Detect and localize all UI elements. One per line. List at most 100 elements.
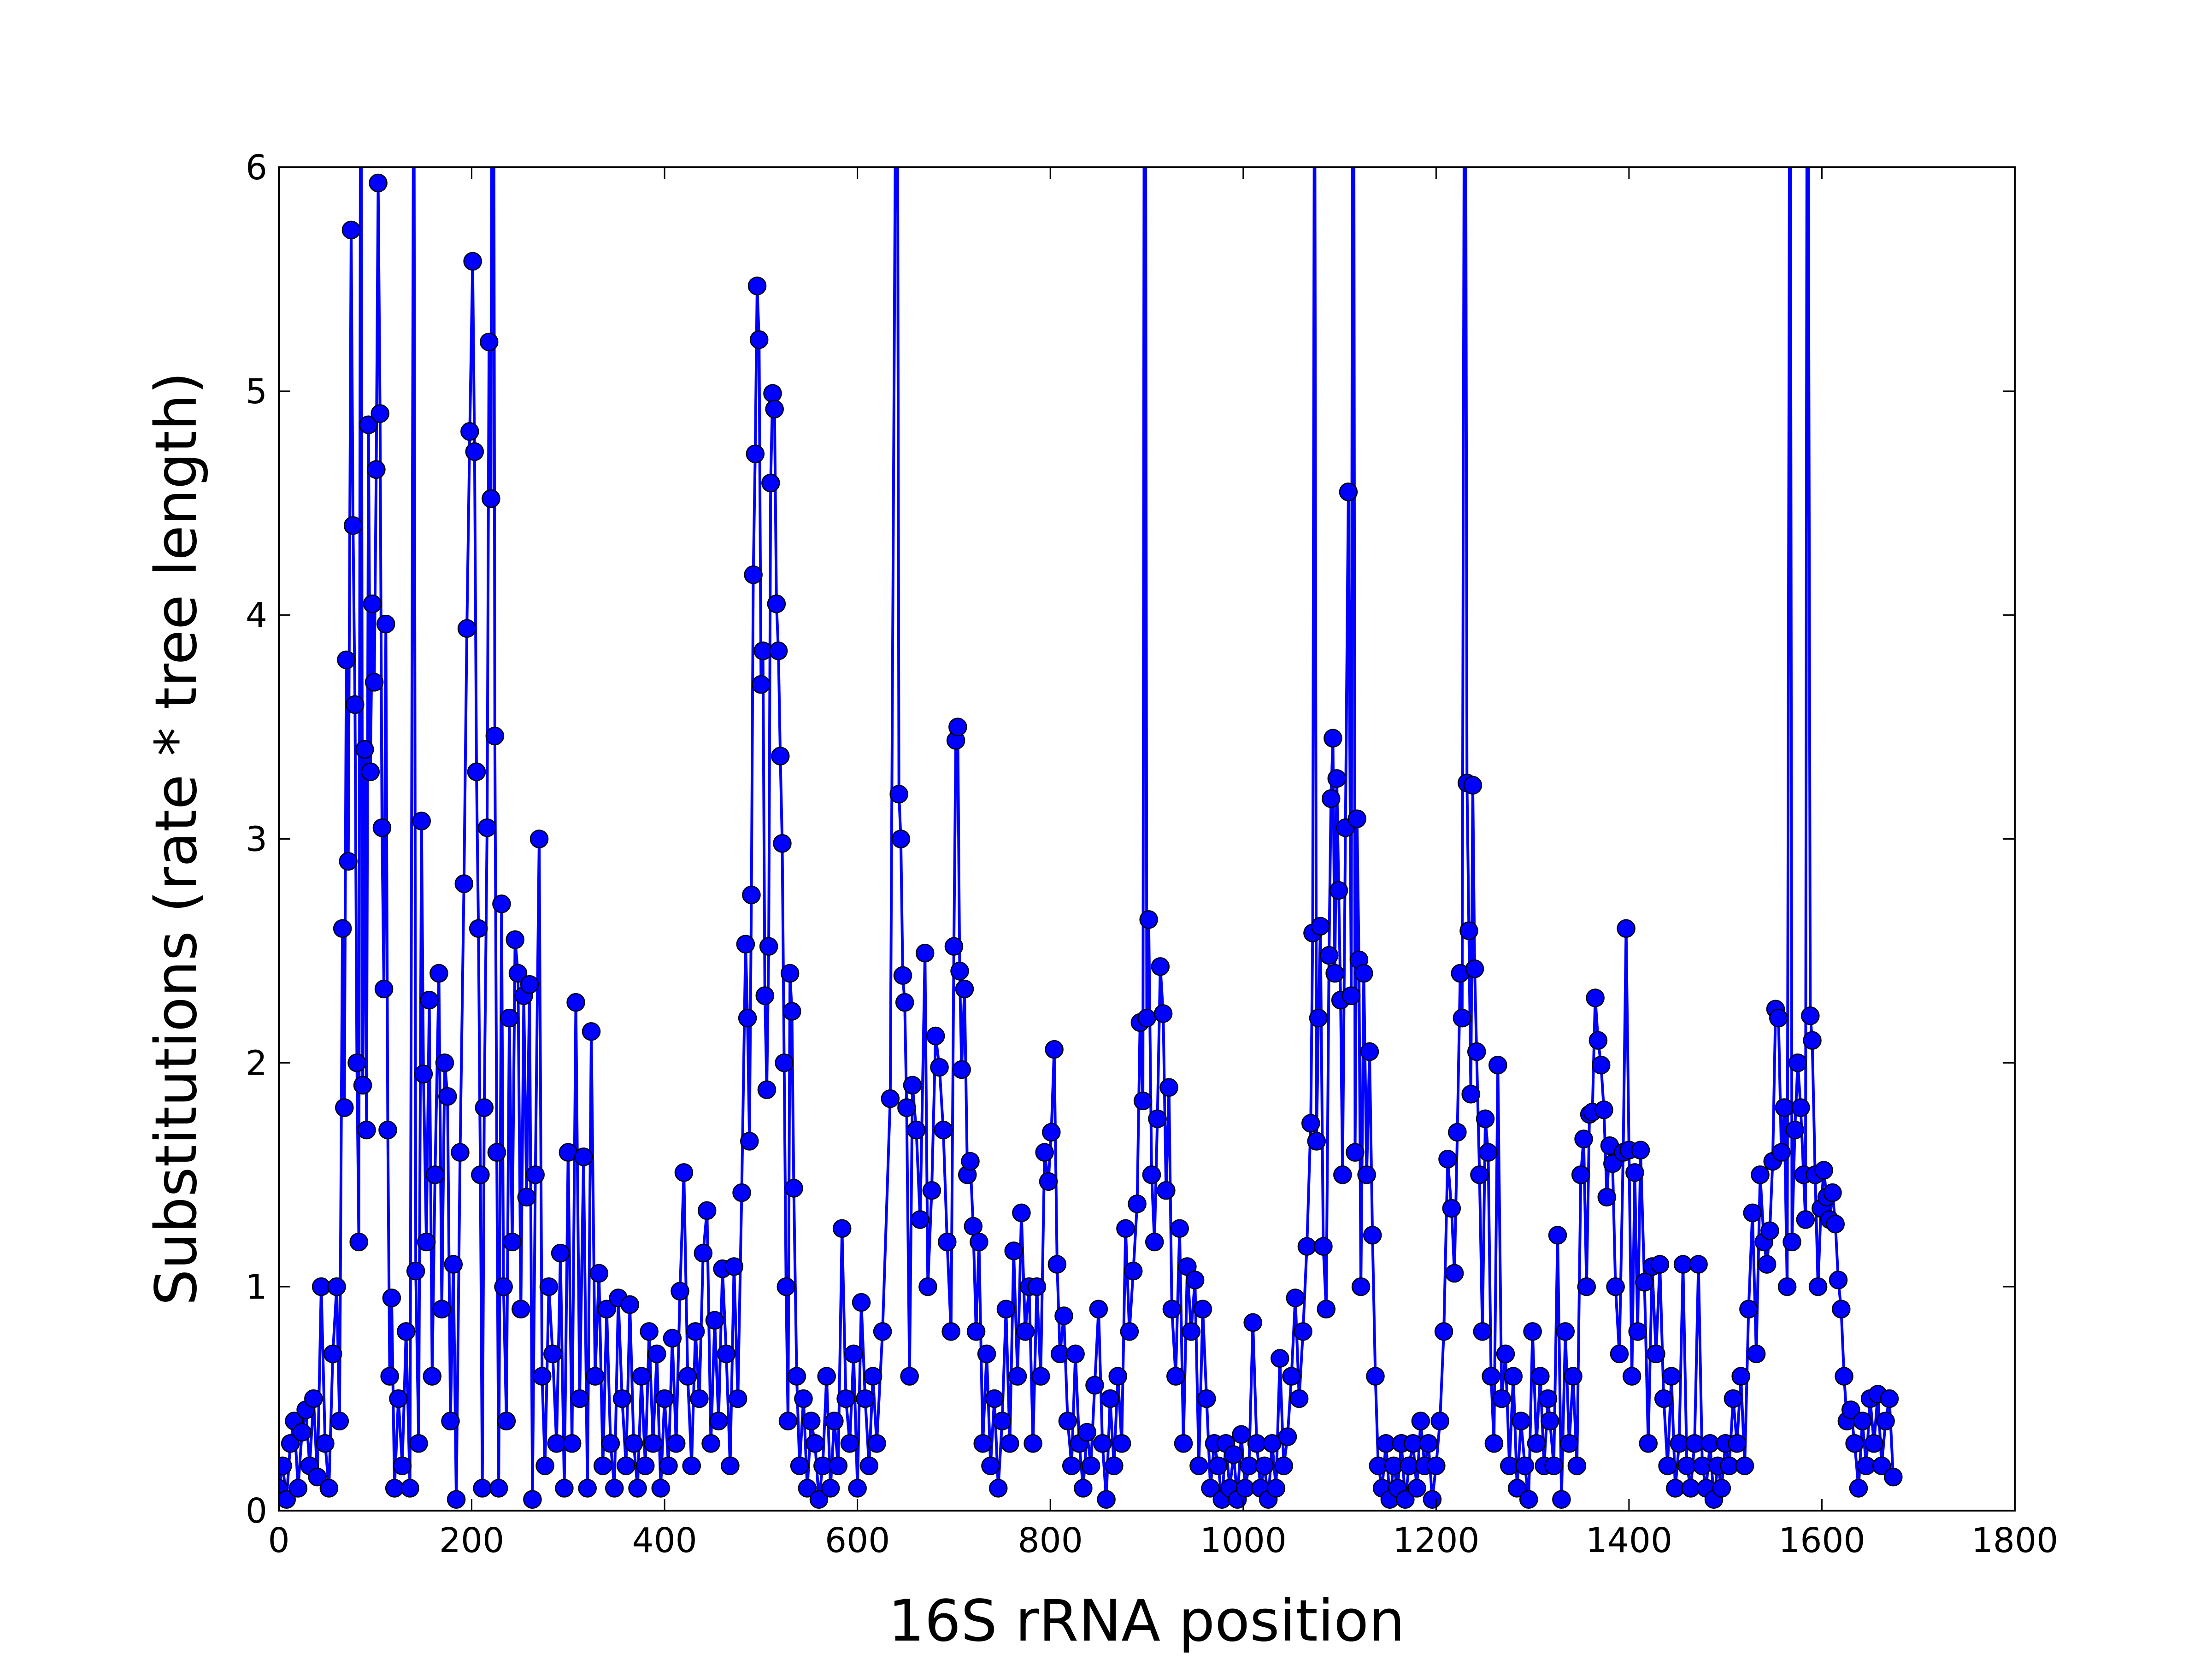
data-point: [852, 1293, 871, 1312]
data-point: [535, 1456, 554, 1476]
data-point: [1339, 482, 1358, 501]
data-point: [279, 1490, 296, 1509]
data-point: [1512, 1412, 1530, 1430]
data-point: [1423, 1490, 1442, 1509]
data-point: [985, 1389, 1004, 1408]
data-point: [1808, 1277, 1828, 1296]
data-point: [1142, 1165, 1161, 1184]
data-point: [1662, 1367, 1681, 1386]
y-tick-label: 3: [246, 820, 267, 859]
data-point: [1396, 1490, 1415, 1509]
data-point: [840, 1434, 859, 1453]
y-tick-label: 4: [246, 596, 267, 635]
data-point: [1482, 1367, 1500, 1386]
data-point: [724, 1257, 744, 1276]
data-point: [709, 1412, 728, 1430]
data-point: [377, 614, 395, 634]
data-point: [396, 1322, 416, 1341]
data-point: [367, 460, 386, 479]
data-point: [1232, 1425, 1251, 1444]
data-point: [1074, 1479, 1093, 1498]
data-point: [586, 1367, 605, 1386]
data-point: [1712, 1479, 1731, 1498]
x-tick-label: 1200: [1393, 1521, 1479, 1560]
data-point: [1182, 1322, 1201, 1341]
data-point: [1606, 1277, 1625, 1296]
data-point: [559, 1143, 578, 1162]
data-point: [441, 1412, 460, 1430]
data-point: [1174, 1434, 1193, 1453]
data-point: [1108, 1367, 1127, 1386]
data-point: [304, 1389, 323, 1408]
data-point: [435, 1053, 454, 1072]
data-point: [728, 1389, 747, 1408]
data-point: [867, 1434, 886, 1453]
data-point: [1470, 1165, 1489, 1184]
data-point: [773, 834, 792, 853]
data-point: [1492, 1389, 1511, 1408]
data-point: [1159, 1078, 1178, 1097]
data-point: [1835, 1367, 1853, 1386]
data-point: [517, 1188, 536, 1207]
data-point: [1849, 1479, 1868, 1498]
data-point: [1357, 1165, 1376, 1184]
data-point: [970, 1232, 988, 1252]
data-point: [1476, 1109, 1495, 1129]
data-point: [347, 1053, 366, 1072]
data-point: [1527, 1434, 1546, 1453]
y-tick-label: 6: [246, 148, 267, 188]
data-point: [1153, 1004, 1173, 1023]
data-point: [1411, 1412, 1430, 1430]
data-point: [948, 718, 967, 736]
data-point: [848, 1479, 867, 1498]
data-point: [492, 894, 511, 913]
data-point: [1731, 1367, 1750, 1386]
data-point: [1628, 1322, 1647, 1341]
data-point: [777, 1277, 796, 1296]
data-point: [1488, 1055, 1507, 1075]
data-point: [1594, 1100, 1613, 1119]
x-axis-label: 16S rRNA position: [888, 1588, 1405, 1654]
data-point: [1803, 1031, 1822, 1050]
data-point: [1876, 1412, 1895, 1430]
data-point: [993, 1412, 1012, 1430]
data-point: [1459, 921, 1478, 940]
data-point: [825, 1412, 844, 1430]
data-point: [732, 1183, 751, 1202]
data-point: [414, 1065, 433, 1083]
data-point: [339, 852, 358, 871]
x-tick-label: 1000: [1200, 1521, 1287, 1560]
data-point: [520, 975, 539, 994]
data-point: [1193, 1300, 1212, 1318]
data-point: [973, 1434, 992, 1453]
data-point: [393, 1456, 412, 1476]
data-point: [1301, 1114, 1320, 1133]
data-point: [1311, 917, 1330, 936]
data-point: [1559, 1434, 1579, 1453]
data-point: [1448, 1123, 1467, 1142]
data-point: [746, 444, 765, 464]
data-point: [787, 1367, 806, 1386]
data-point: [1853, 1412, 1872, 1430]
data-point: [605, 1479, 624, 1498]
data-point: [1366, 1367, 1385, 1386]
y-tick-label: 2: [246, 1043, 267, 1083]
data-point: [1465, 959, 1484, 978]
data-point: [966, 1322, 986, 1341]
data-point: [327, 1277, 346, 1296]
data-point: [1319, 946, 1339, 965]
data-point: [1263, 1434, 1282, 1453]
data-point: [1523, 1322, 1542, 1341]
data-point: [744, 565, 763, 584]
data-point: [1027, 1277, 1047, 1296]
data-point: [801, 1412, 821, 1430]
data-point: [372, 818, 392, 837]
data-point: [955, 979, 974, 999]
data-point: [821, 1479, 840, 1498]
data-point: [371, 404, 389, 423]
data-point: [1297, 1237, 1317, 1256]
data-point: [1556, 1322, 1575, 1341]
data-point: [477, 818, 497, 837]
data-point: [844, 1344, 863, 1364]
data-point: [1442, 1199, 1461, 1218]
